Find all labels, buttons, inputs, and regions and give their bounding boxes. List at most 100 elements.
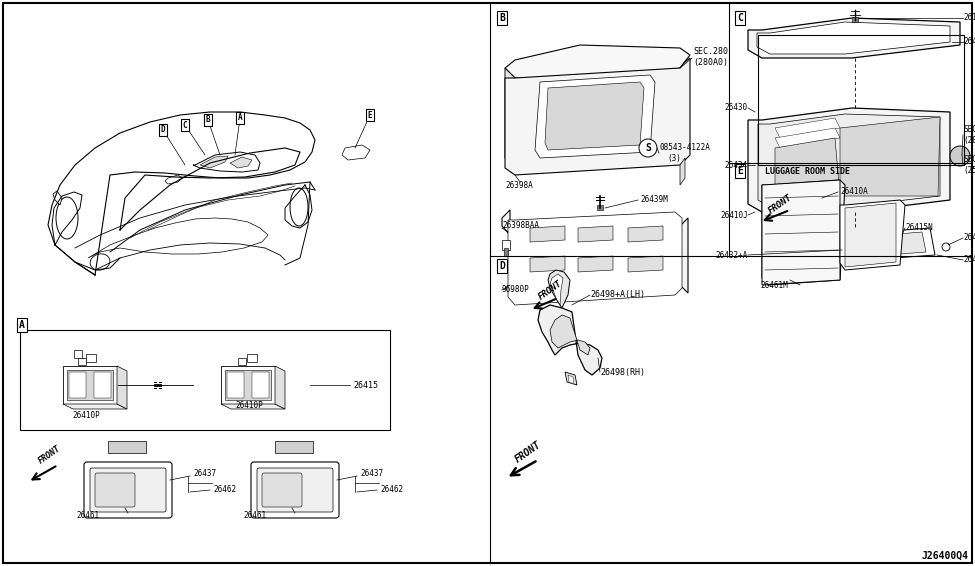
FancyBboxPatch shape — [262, 473, 302, 507]
Polygon shape — [628, 226, 663, 242]
Text: 26428: 26428 — [963, 37, 975, 46]
Polygon shape — [165, 175, 182, 184]
Text: 26410J: 26410J — [721, 211, 748, 220]
Polygon shape — [550, 274, 563, 305]
Text: 26410P: 26410P — [235, 401, 262, 409]
Polygon shape — [221, 366, 275, 404]
Polygon shape — [508, 212, 682, 305]
Polygon shape — [530, 256, 565, 272]
Polygon shape — [247, 354, 257, 362]
Bar — [275, 441, 313, 453]
Polygon shape — [578, 256, 613, 272]
Text: B: B — [206, 115, 211, 125]
FancyBboxPatch shape — [257, 468, 333, 512]
Text: 26461M: 26461M — [760, 281, 788, 289]
Polygon shape — [840, 228, 935, 262]
Text: (25190): (25190) — [963, 166, 975, 175]
Polygon shape — [840, 117, 940, 196]
Text: S: S — [645, 143, 651, 153]
Text: 26462: 26462 — [213, 486, 236, 495]
Text: LUGGAGE ROOM SIDE: LUGGAGE ROOM SIDE — [765, 168, 850, 177]
Polygon shape — [548, 270, 570, 308]
Text: FRONT: FRONT — [766, 192, 794, 216]
Polygon shape — [530, 226, 565, 242]
Polygon shape — [538, 305, 602, 375]
Polygon shape — [680, 158, 685, 185]
Text: E: E — [368, 110, 372, 119]
Text: SEC.283: SEC.283 — [963, 126, 975, 135]
Polygon shape — [88, 218, 268, 258]
Polygon shape — [758, 114, 940, 207]
Polygon shape — [545, 82, 644, 150]
Polygon shape — [342, 145, 370, 160]
Polygon shape — [597, 205, 603, 210]
Polygon shape — [845, 203, 896, 267]
Text: 26130D: 26130D — [963, 14, 975, 23]
Text: 96980P: 96980P — [502, 285, 529, 294]
Polygon shape — [78, 358, 86, 365]
Polygon shape — [505, 58, 690, 175]
Text: SEC.251: SEC.251 — [963, 156, 975, 165]
Text: (280A0): (280A0) — [693, 58, 728, 67]
Text: D: D — [161, 126, 166, 135]
Polygon shape — [221, 404, 285, 409]
Polygon shape — [227, 372, 244, 398]
Text: 26498(RH): 26498(RH) — [600, 367, 645, 376]
Text: 26410A: 26410A — [840, 187, 868, 196]
Text: 26398BAA: 26398BAA — [502, 221, 539, 229]
Text: E: E — [737, 166, 743, 176]
FancyBboxPatch shape — [90, 468, 166, 512]
Polygon shape — [502, 210, 688, 295]
Text: A: A — [20, 320, 25, 330]
Polygon shape — [565, 372, 577, 385]
Bar — [108, 441, 146, 453]
Text: D: D — [499, 261, 505, 271]
Polygon shape — [252, 372, 269, 398]
Text: SEC.280: SEC.280 — [693, 48, 728, 57]
Polygon shape — [757, 22, 950, 54]
Text: A: A — [238, 114, 243, 122]
Polygon shape — [200, 156, 228, 168]
Text: 26415: 26415 — [353, 380, 378, 389]
Polygon shape — [117, 366, 127, 409]
Polygon shape — [505, 45, 690, 82]
Polygon shape — [775, 128, 840, 148]
Polygon shape — [840, 200, 905, 270]
Text: 26432: 26432 — [963, 255, 975, 264]
Text: 26462: 26462 — [380, 486, 403, 495]
Polygon shape — [69, 372, 86, 398]
Polygon shape — [193, 152, 260, 172]
Text: 26432+A: 26432+A — [716, 251, 748, 259]
Text: 26415N: 26415N — [905, 224, 933, 233]
Polygon shape — [628, 256, 663, 272]
Polygon shape — [775, 118, 840, 138]
Bar — [20, 330, 390, 430]
Polygon shape — [53, 191, 62, 205]
Polygon shape — [275, 366, 285, 409]
Text: 26498+A(LH): 26498+A(LH) — [590, 290, 645, 299]
Text: J26400Q4: J26400Q4 — [921, 551, 968, 561]
Polygon shape — [762, 180, 845, 285]
Polygon shape — [504, 248, 508, 256]
Text: 26461: 26461 — [77, 512, 100, 521]
Polygon shape — [86, 354, 96, 362]
Polygon shape — [67, 370, 113, 400]
Polygon shape — [568, 375, 574, 384]
Polygon shape — [225, 370, 271, 400]
Text: 26410P: 26410P — [72, 410, 99, 419]
Text: 26437: 26437 — [193, 470, 216, 478]
Text: 26437: 26437 — [360, 470, 383, 478]
Text: C: C — [182, 121, 187, 130]
Text: FRONT: FRONT — [37, 444, 62, 466]
FancyBboxPatch shape — [84, 462, 172, 518]
Polygon shape — [578, 226, 613, 242]
Text: 08543-4122A: 08543-4122A — [660, 144, 711, 152]
FancyBboxPatch shape — [251, 462, 339, 518]
Polygon shape — [748, 18, 960, 58]
Polygon shape — [230, 157, 252, 168]
Polygon shape — [775, 138, 840, 196]
Text: B: B — [499, 13, 505, 23]
Text: 26461: 26461 — [244, 512, 267, 521]
Polygon shape — [748, 108, 950, 212]
Polygon shape — [852, 17, 858, 22]
